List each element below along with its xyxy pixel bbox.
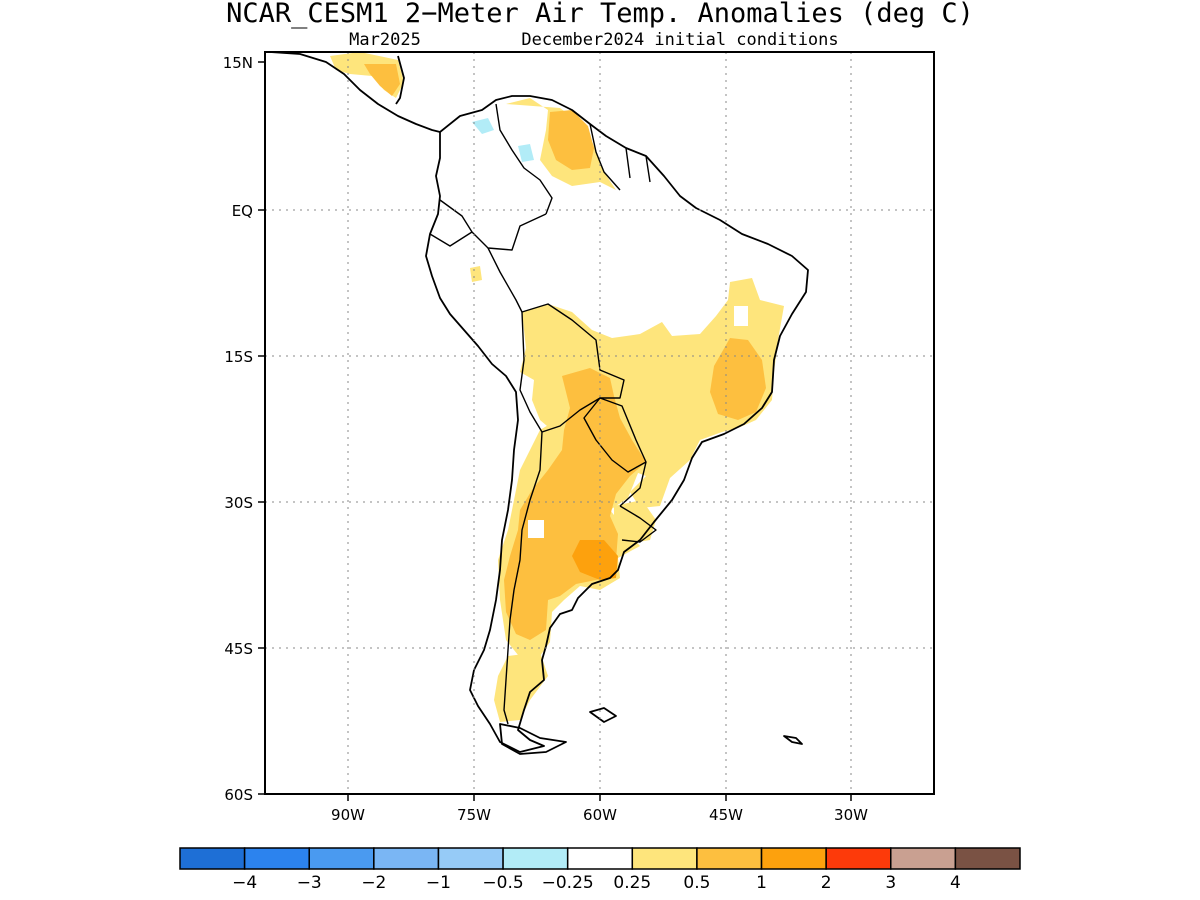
- border-colombia-venezuela: [495, 103, 553, 215]
- colorbar-swatch: [631, 847, 698, 870]
- colorbar-swatch: [437, 847, 504, 870]
- map-plot-area: 15N EQ 15S 30S 45S 60S 90W 75W 60W 45W 3…: [223, 51, 935, 824]
- colorbar-label: −3: [297, 873, 322, 893]
- colorbar-label: −1: [426, 873, 451, 893]
- colorbar-swatch: [825, 847, 892, 870]
- colorbar-swatch: [890, 847, 957, 870]
- lat-tick-label: 15N: [223, 54, 253, 72]
- border-ecuador-peru: [429, 231, 473, 247]
- colorbar-swatch: [373, 847, 440, 870]
- figure-title: NCAR_CESM1 2−Meter Air Temp. Anomalies (…: [226, 0, 974, 29]
- colorbar-label: −2: [361, 873, 386, 893]
- anomaly-region-eastern-brazil: [710, 338, 766, 420]
- colorbar-swatch: [760, 847, 827, 870]
- falkland-islands: [589, 707, 617, 723]
- anomaly-region-pampas-max: [572, 540, 618, 580]
- lon-tick-label: 30W: [834, 806, 868, 824]
- lat-tick-label: 60S: [224, 786, 253, 804]
- colorbar-swatch: [696, 847, 763, 870]
- colorbar-swatch: [308, 847, 375, 870]
- border-argentina-brazil: [619, 461, 647, 507]
- valid-month: Mar2025: [349, 30, 421, 50]
- colorbar-label: 0.25: [613, 873, 651, 893]
- colorbar-swatch: [566, 847, 634, 870]
- colorbar-swatch: [243, 847, 310, 870]
- lat-tick-label: EQ: [232, 202, 253, 220]
- colorbar-label: 0.5: [683, 873, 710, 893]
- border-argentina-chile: [503, 431, 543, 725]
- anomaly-region-peru-dot: [470, 266, 482, 282]
- colorbar-label: 2: [821, 873, 832, 893]
- latitude-axis: [258, 61, 265, 795]
- lon-tick-label: 60W: [583, 806, 617, 824]
- border-paraguay: [583, 397, 647, 473]
- country-borders: [429, 103, 657, 725]
- colorbar-label: −0.5: [482, 873, 523, 893]
- border-peru-brazil: [487, 247, 523, 313]
- colorbar-label: 4: [950, 873, 961, 893]
- lon-tick-label: 45W: [709, 806, 743, 824]
- anomaly-region-colombia-cool: [472, 118, 494, 134]
- central-america-coastline: [269, 52, 441, 133]
- border-uruguay: [619, 505, 657, 543]
- colorbar-swatch: [954, 847, 1021, 870]
- colorbar-label: −4: [232, 873, 257, 893]
- lat-tick-label: 15S: [224, 348, 253, 366]
- anomaly-region-venezuela-cool: [518, 144, 534, 162]
- colorbar-swatch: [179, 847, 246, 870]
- lon-tick-label: 75W: [457, 806, 491, 824]
- lat-tick-label: 45S: [224, 640, 253, 658]
- anomaly-region-patagonia-south: [494, 652, 548, 722]
- anomaly-gap-1: [734, 306, 748, 326]
- colorbar-label: 1: [756, 873, 767, 893]
- anomaly-shading: [330, 52, 784, 722]
- south-georgia: [783, 735, 803, 745]
- anomaly-gap-2: [528, 520, 544, 538]
- longitude-axis: [347, 794, 852, 801]
- colorbar-label: −0.25: [542, 873, 594, 893]
- lon-tick-label: 90W: [331, 806, 365, 824]
- colorbar-swatch: [502, 847, 569, 870]
- colorbar: −4 −3 −2 −1 −0.5 −0.25 0.25 0.5 1 2 3 4: [179, 847, 1021, 893]
- lat-tick-label: 30S: [224, 494, 253, 512]
- south-america-coastline: [425, 95, 809, 753]
- anomaly-region-guyana: [548, 110, 594, 170]
- colorbar-label: 3: [885, 873, 896, 893]
- tierra-del-fuego: [499, 723, 567, 755]
- graticule: [265, 52, 934, 794]
- border-guianas: [589, 123, 651, 191]
- anomaly-region-central-america: [364, 64, 400, 96]
- initial-conditions: December2024 initial conditions: [521, 30, 838, 50]
- coastlines: [269, 52, 809, 755]
